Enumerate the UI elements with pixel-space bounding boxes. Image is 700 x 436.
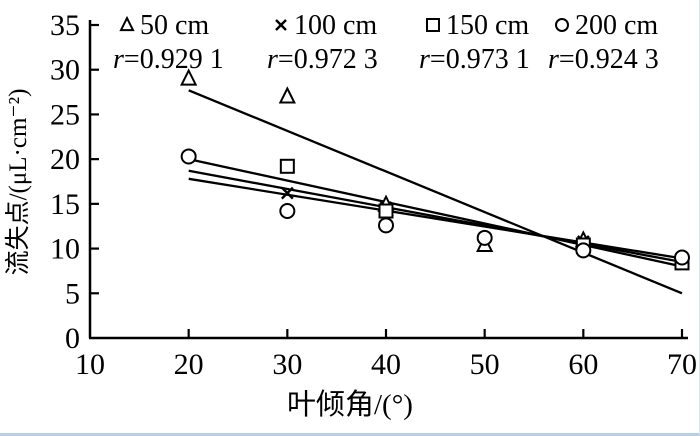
trend-line: [188, 158, 683, 268]
legend-r-value: r=0.924 3: [548, 44, 659, 75]
y-tick-label: 15: [50, 188, 80, 221]
series-group: [180, 68, 690, 295]
legend-r-value: r=0.973 1: [419, 44, 530, 75]
legend-entry: 100 cmr=0.972 3: [267, 10, 378, 75]
legend-series-label: 150 cm: [446, 10, 529, 41]
x-tick-label: 70: [667, 348, 697, 381]
legend-series-label: 200 cm: [575, 10, 658, 41]
triangle-marker: [119, 15, 135, 32]
legend-entry: 50 cmr=0.929 1: [113, 10, 224, 75]
circle-marker: [476, 229, 493, 246]
trend-line: [188, 169, 683, 264]
x-axis-label: 叶倾角/(°): [287, 388, 413, 421]
y-tick-label: 10: [50, 233, 80, 266]
x-tick-label: 20: [174, 348, 204, 381]
square-marker: [426, 18, 440, 32]
legend-series-label: 50 cm: [140, 10, 209, 41]
cross-marker: [275, 19, 287, 31]
legend-entry: 200 cmr=0.924 3: [548, 10, 659, 75]
y-tick-label: 5: [65, 277, 80, 310]
trend-line: [188, 177, 683, 260]
circle-marker: [674, 249, 690, 266]
circle-marker: [575, 242, 592, 259]
legend-r-value: r=0.929 1: [113, 44, 224, 75]
x-tick-label: 30: [272, 348, 302, 381]
y-tick-label: 0: [65, 322, 80, 355]
circle-marker: [180, 148, 197, 165]
cross-marker: [280, 186, 294, 200]
triangle-marker: [180, 68, 198, 86]
triangle-marker: [278, 86, 296, 104]
y-tick-label: 20: [50, 143, 80, 176]
axes-group: 0 5 10 15 20 25 30 35 10 20 30 40 50 60 70: [50, 9, 697, 381]
y-tick-label: 35: [50, 9, 80, 42]
circle-marker: [378, 217, 394, 234]
legend-entry: 150 cmr=0.973 1: [419, 10, 530, 75]
x-tick-label: 60: [568, 348, 598, 381]
circle-marker: [279, 203, 296, 220]
circle-marker: [555, 18, 569, 32]
legend-r-value: r=0.972 3: [267, 44, 378, 75]
x-tick-label: 40: [371, 348, 401, 381]
square-marker: [279, 158, 295, 174]
trend-line: [188, 89, 683, 295]
y-axis-label: 流失点/(μL·cm⁻²): [4, 89, 32, 276]
legend-series-label: 100 cm: [294, 10, 377, 41]
y-tick-label: 25: [50, 98, 80, 131]
x-tick-label: 10: [75, 348, 105, 381]
square-marker: [378, 203, 394, 219]
x-tick-label: 50: [470, 348, 500, 381]
y-tick-label: 30: [50, 54, 80, 87]
